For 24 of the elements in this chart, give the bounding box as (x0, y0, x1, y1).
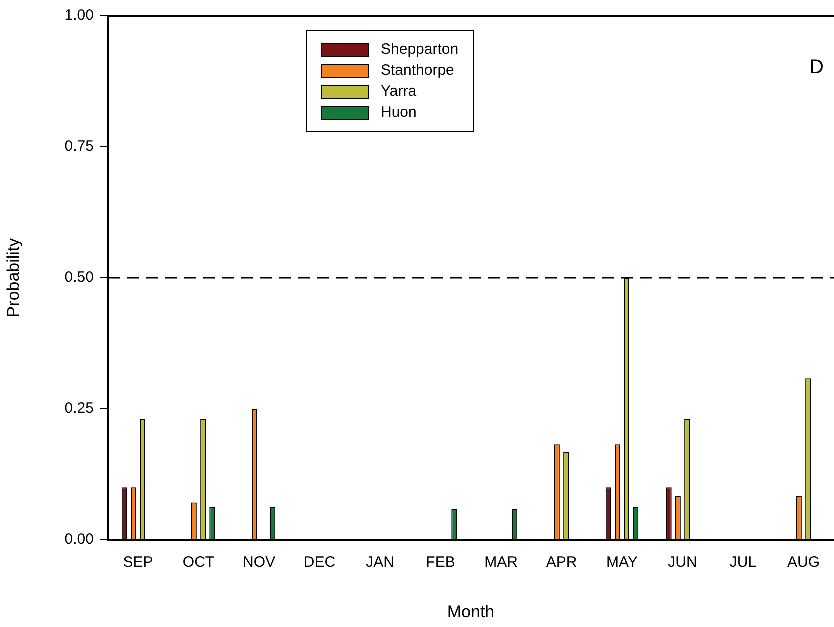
legend-label: Shepparton (381, 41, 459, 58)
x-tick-label: OCT (182, 554, 215, 572)
x-tick-label: JUL (730, 554, 757, 572)
x-tick-label: JAN (366, 554, 394, 572)
x-tick-label: MAY (606, 554, 638, 572)
legend-label: Huon (381, 104, 417, 121)
x-tick-label: SEP (123, 554, 154, 572)
x-tick-label: FEB (426, 554, 456, 572)
x-tick-label: DEC (304, 554, 336, 572)
x-tick-label: MAR (484, 554, 518, 572)
x-tick-label: NOV (242, 554, 276, 572)
y-tick-label: 0.75 (64, 138, 94, 156)
x-axis-title: Month (447, 602, 495, 622)
legend-label: Yarra (381, 83, 417, 100)
x-tick-label: APR (546, 554, 578, 572)
y-axis-title: Probability (4, 238, 23, 318)
legend-label: Stanthorpe (381, 62, 454, 79)
annotation: D (810, 56, 824, 79)
y-tick-label: 1.00 (64, 7, 94, 24)
x-tick-label: JUN (668, 554, 698, 572)
y-tick-label: 0.25 (64, 400, 94, 418)
y-tick-label: 0.50 (64, 269, 94, 286)
y-tick-label: 0.00 (64, 531, 94, 548)
x-tick-label: AUG (787, 554, 820, 572)
